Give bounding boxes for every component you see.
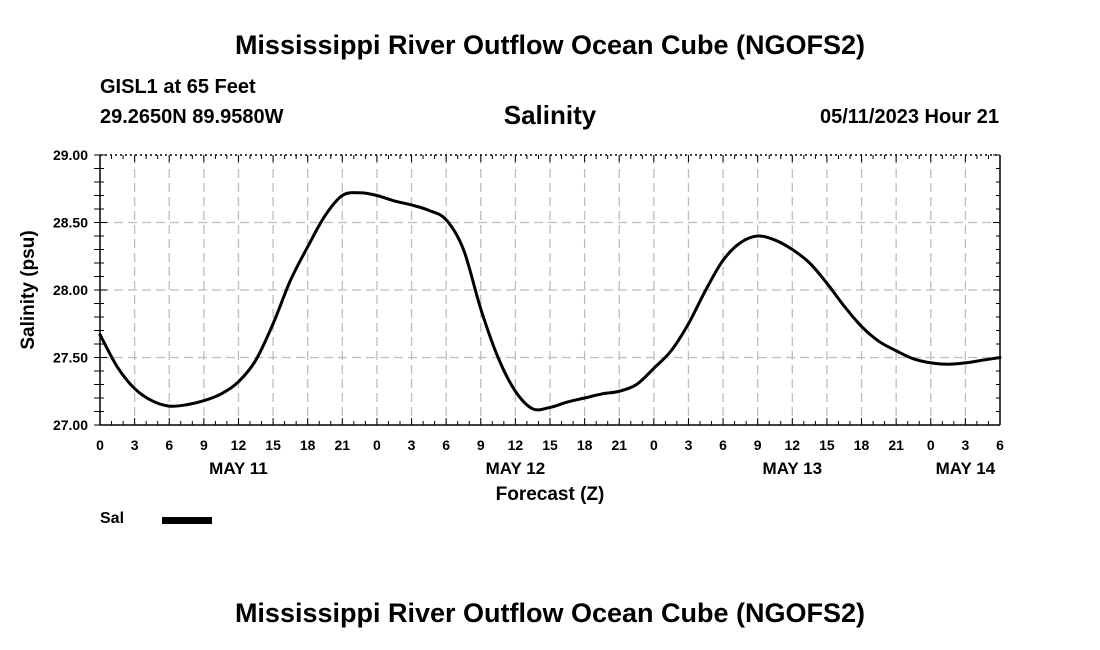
label-layer: 27.00 27.50 28.00 28.50 29.00 0 3 6 9 12 15 18 21 0 3 6… xyxy=(18,147,1004,505)
x-tick-label: 6 xyxy=(165,437,173,453)
x-tick-label: 12 xyxy=(508,437,524,453)
x-date-label: MAY 11 xyxy=(209,459,268,478)
x-tick-label: 3 xyxy=(131,437,139,453)
station-coordinates: 29.2650N 89.9580W xyxy=(100,106,284,128)
x-date-label: MAY 14 xyxy=(936,459,996,478)
y-tick-label: 27.50 xyxy=(53,350,88,366)
x-tick-label: 6 xyxy=(719,437,727,453)
x-tick-label: 3 xyxy=(685,437,693,453)
x-tick-label: 9 xyxy=(200,437,208,453)
x-tick-label: 21 xyxy=(611,437,627,453)
x-tick-label: 18 xyxy=(854,437,870,453)
series-line-sal xyxy=(98,191,1002,412)
x-tick-label: 9 xyxy=(477,437,485,453)
x-tick-label: 6 xyxy=(442,437,450,453)
x-tick-label: 21 xyxy=(888,437,904,453)
x-date-label: MAY 13 xyxy=(763,459,823,478)
x-date-label: MAY 12 xyxy=(486,459,546,478)
x-tick-label: 3 xyxy=(961,437,969,453)
x-tick-label: 0 xyxy=(650,437,658,453)
y-tick-label: 29.00 xyxy=(53,147,88,163)
footer-title: Mississippi River Outflow Ocean Cube (NG… xyxy=(234,598,866,628)
y-axis-title: Salinity (psu) xyxy=(18,230,39,349)
grid-layer xyxy=(100,155,1000,425)
x-tick-label: 12 xyxy=(785,437,801,453)
x-axis-title: Forecast (Z) xyxy=(496,484,605,505)
x-tick-label: 6 xyxy=(996,437,1004,453)
axis-layer xyxy=(94,154,1001,426)
x-tick-label: 18 xyxy=(300,437,316,453)
forecast-datetime: 05/11/2023 Hour 21 xyxy=(819,106,999,128)
x-tick-label: 21 xyxy=(335,437,351,453)
legend-swatch-sal xyxy=(162,517,212,524)
x-tick-label: 9 xyxy=(754,437,762,453)
x-tick-label: 12 xyxy=(231,437,247,453)
legend-label-sal: Sal xyxy=(100,510,125,527)
y-tick-label: 28.50 xyxy=(53,215,88,231)
x-tick-label: 15 xyxy=(542,437,558,453)
x-tick-label: 15 xyxy=(819,437,835,453)
y-tick-label: 28.00 xyxy=(53,282,88,298)
x-tick-label: 0 xyxy=(373,437,381,453)
x-tick-label: 18 xyxy=(577,437,593,453)
station-label: GISL1 at 65 Feet xyxy=(100,76,256,98)
x-tick-label: 0 xyxy=(927,437,935,453)
x-tick-label: 3 xyxy=(408,437,416,453)
y-tick-label: 27.00 xyxy=(53,417,88,433)
series-layer xyxy=(98,191,1002,412)
variable-title: Salinity xyxy=(503,100,597,130)
x-tick-label: 0 xyxy=(96,437,104,453)
x-tick-label: 15 xyxy=(265,437,281,453)
chart-main-title: Mississippi River Outflow Ocean Cube (NG… xyxy=(234,30,866,60)
